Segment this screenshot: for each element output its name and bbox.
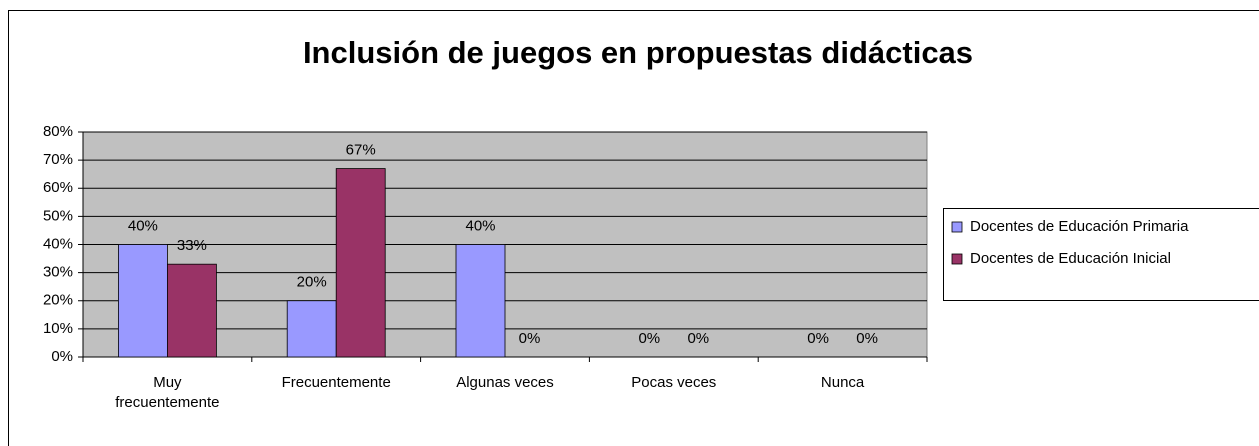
value-label: 0% [856,330,878,347]
value-label: 0% [807,330,829,347]
x-tick-label: Nunca [820,374,865,391]
x-tick-label: Frecuentemente [281,374,391,391]
chart-title: Inclusión de juegos en propuestas didáct… [303,35,973,70]
legend-label: Docentes de Educación Inicial [970,250,1171,267]
y-tick-label: 50% [43,207,73,224]
x-tick-label: Pocas veces [631,374,717,391]
y-tick-label: 10% [43,320,73,337]
y-tick-label: 40% [43,235,73,252]
y-tick-label: 0% [51,348,73,365]
legend-swatch [951,221,963,233]
legend-box [943,208,1259,301]
value-label: 40% [128,217,158,234]
value-label: 0% [687,330,709,347]
value-label: 0% [519,330,541,347]
value-label: 67% [346,142,376,159]
value-label: 0% [638,330,660,347]
bar [118,244,168,358]
bar [335,168,386,358]
y-tick-label: 60% [43,179,73,196]
y-tick-label: 70% [43,151,73,168]
value-label: 20% [297,274,327,291]
y-tick-label: 20% [43,292,73,309]
legend-label: Docentes de Educación Primaria [970,218,1189,235]
y-tick-label: 30% [43,264,73,281]
bar [286,300,337,358]
bar [166,263,217,358]
bar [455,244,506,358]
value-label: 33% [177,237,207,254]
x-tick-label: Algunas veces [456,374,554,391]
x-tick-label: Muy frecuentemente [115,374,220,411]
value-label: 40% [465,217,495,234]
legend-swatch [951,253,963,265]
y-tick-label: 80% [43,123,73,140]
